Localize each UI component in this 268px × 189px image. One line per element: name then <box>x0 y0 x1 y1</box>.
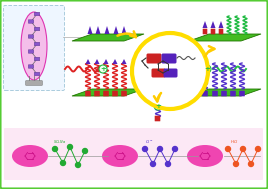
Circle shape <box>143 146 147 152</box>
FancyBboxPatch shape <box>151 68 166 77</box>
FancyBboxPatch shape <box>34 72 40 76</box>
FancyBboxPatch shape <box>202 91 208 96</box>
Circle shape <box>53 146 58 152</box>
Text: +: + <box>204 66 210 72</box>
Polygon shape <box>203 21 207 28</box>
Circle shape <box>83 149 87 153</box>
Circle shape <box>203 65 211 73</box>
FancyBboxPatch shape <box>34 27 40 31</box>
Circle shape <box>255 146 260 152</box>
FancyBboxPatch shape <box>4 128 263 180</box>
Polygon shape <box>114 26 118 34</box>
FancyBboxPatch shape <box>147 53 162 64</box>
FancyBboxPatch shape <box>26 81 42 85</box>
Polygon shape <box>113 59 117 64</box>
Polygon shape <box>72 89 144 96</box>
FancyBboxPatch shape <box>85 91 91 96</box>
Circle shape <box>151 161 155 167</box>
Circle shape <box>68 145 73 149</box>
FancyBboxPatch shape <box>112 91 118 96</box>
Polygon shape <box>85 59 91 64</box>
Circle shape <box>154 102 162 110</box>
Polygon shape <box>105 26 110 34</box>
FancyBboxPatch shape <box>103 91 109 96</box>
Circle shape <box>240 146 245 152</box>
FancyBboxPatch shape <box>94 91 100 96</box>
FancyBboxPatch shape <box>121 91 127 96</box>
Ellipse shape <box>187 145 223 167</box>
Polygon shape <box>218 21 224 28</box>
FancyBboxPatch shape <box>34 57 40 61</box>
Polygon shape <box>72 34 144 41</box>
Polygon shape <box>121 26 126 34</box>
FancyBboxPatch shape <box>219 29 223 34</box>
FancyBboxPatch shape <box>221 91 227 96</box>
Polygon shape <box>189 34 261 41</box>
Text: +: + <box>155 103 161 109</box>
Polygon shape <box>189 89 261 96</box>
Circle shape <box>99 65 107 73</box>
FancyBboxPatch shape <box>155 116 160 121</box>
Circle shape <box>173 146 177 152</box>
FancyBboxPatch shape <box>34 12 40 16</box>
Polygon shape <box>121 59 126 64</box>
Circle shape <box>61 160 65 166</box>
Ellipse shape <box>12 145 48 167</box>
Circle shape <box>132 33 208 109</box>
Text: $HCl$: $HCl$ <box>230 138 240 145</box>
Polygon shape <box>210 21 215 28</box>
Circle shape <box>248 161 254 167</box>
FancyBboxPatch shape <box>230 91 236 96</box>
Circle shape <box>225 146 230 152</box>
FancyBboxPatch shape <box>28 20 34 23</box>
Circle shape <box>158 146 162 152</box>
Polygon shape <box>95 59 99 64</box>
Polygon shape <box>95 26 100 34</box>
FancyBboxPatch shape <box>34 42 40 46</box>
Circle shape <box>233 161 239 167</box>
Ellipse shape <box>21 12 47 80</box>
FancyBboxPatch shape <box>203 29 207 34</box>
FancyBboxPatch shape <box>98 66 101 72</box>
FancyBboxPatch shape <box>28 65 34 68</box>
FancyBboxPatch shape <box>211 29 215 34</box>
Polygon shape <box>103 59 109 64</box>
Text: $Cl^-$: $Cl^-$ <box>146 138 155 145</box>
FancyBboxPatch shape <box>163 68 177 77</box>
Circle shape <box>76 163 80 167</box>
Text: $SO_3Na$: $SO_3Na$ <box>53 138 66 146</box>
Text: +: + <box>100 66 106 72</box>
FancyBboxPatch shape <box>212 91 218 96</box>
FancyBboxPatch shape <box>239 91 245 96</box>
Circle shape <box>166 161 170 167</box>
Polygon shape <box>87 26 92 34</box>
FancyBboxPatch shape <box>162 53 177 64</box>
Ellipse shape <box>102 145 138 167</box>
FancyBboxPatch shape <box>28 50 34 53</box>
FancyBboxPatch shape <box>3 5 65 91</box>
FancyBboxPatch shape <box>28 35 34 38</box>
